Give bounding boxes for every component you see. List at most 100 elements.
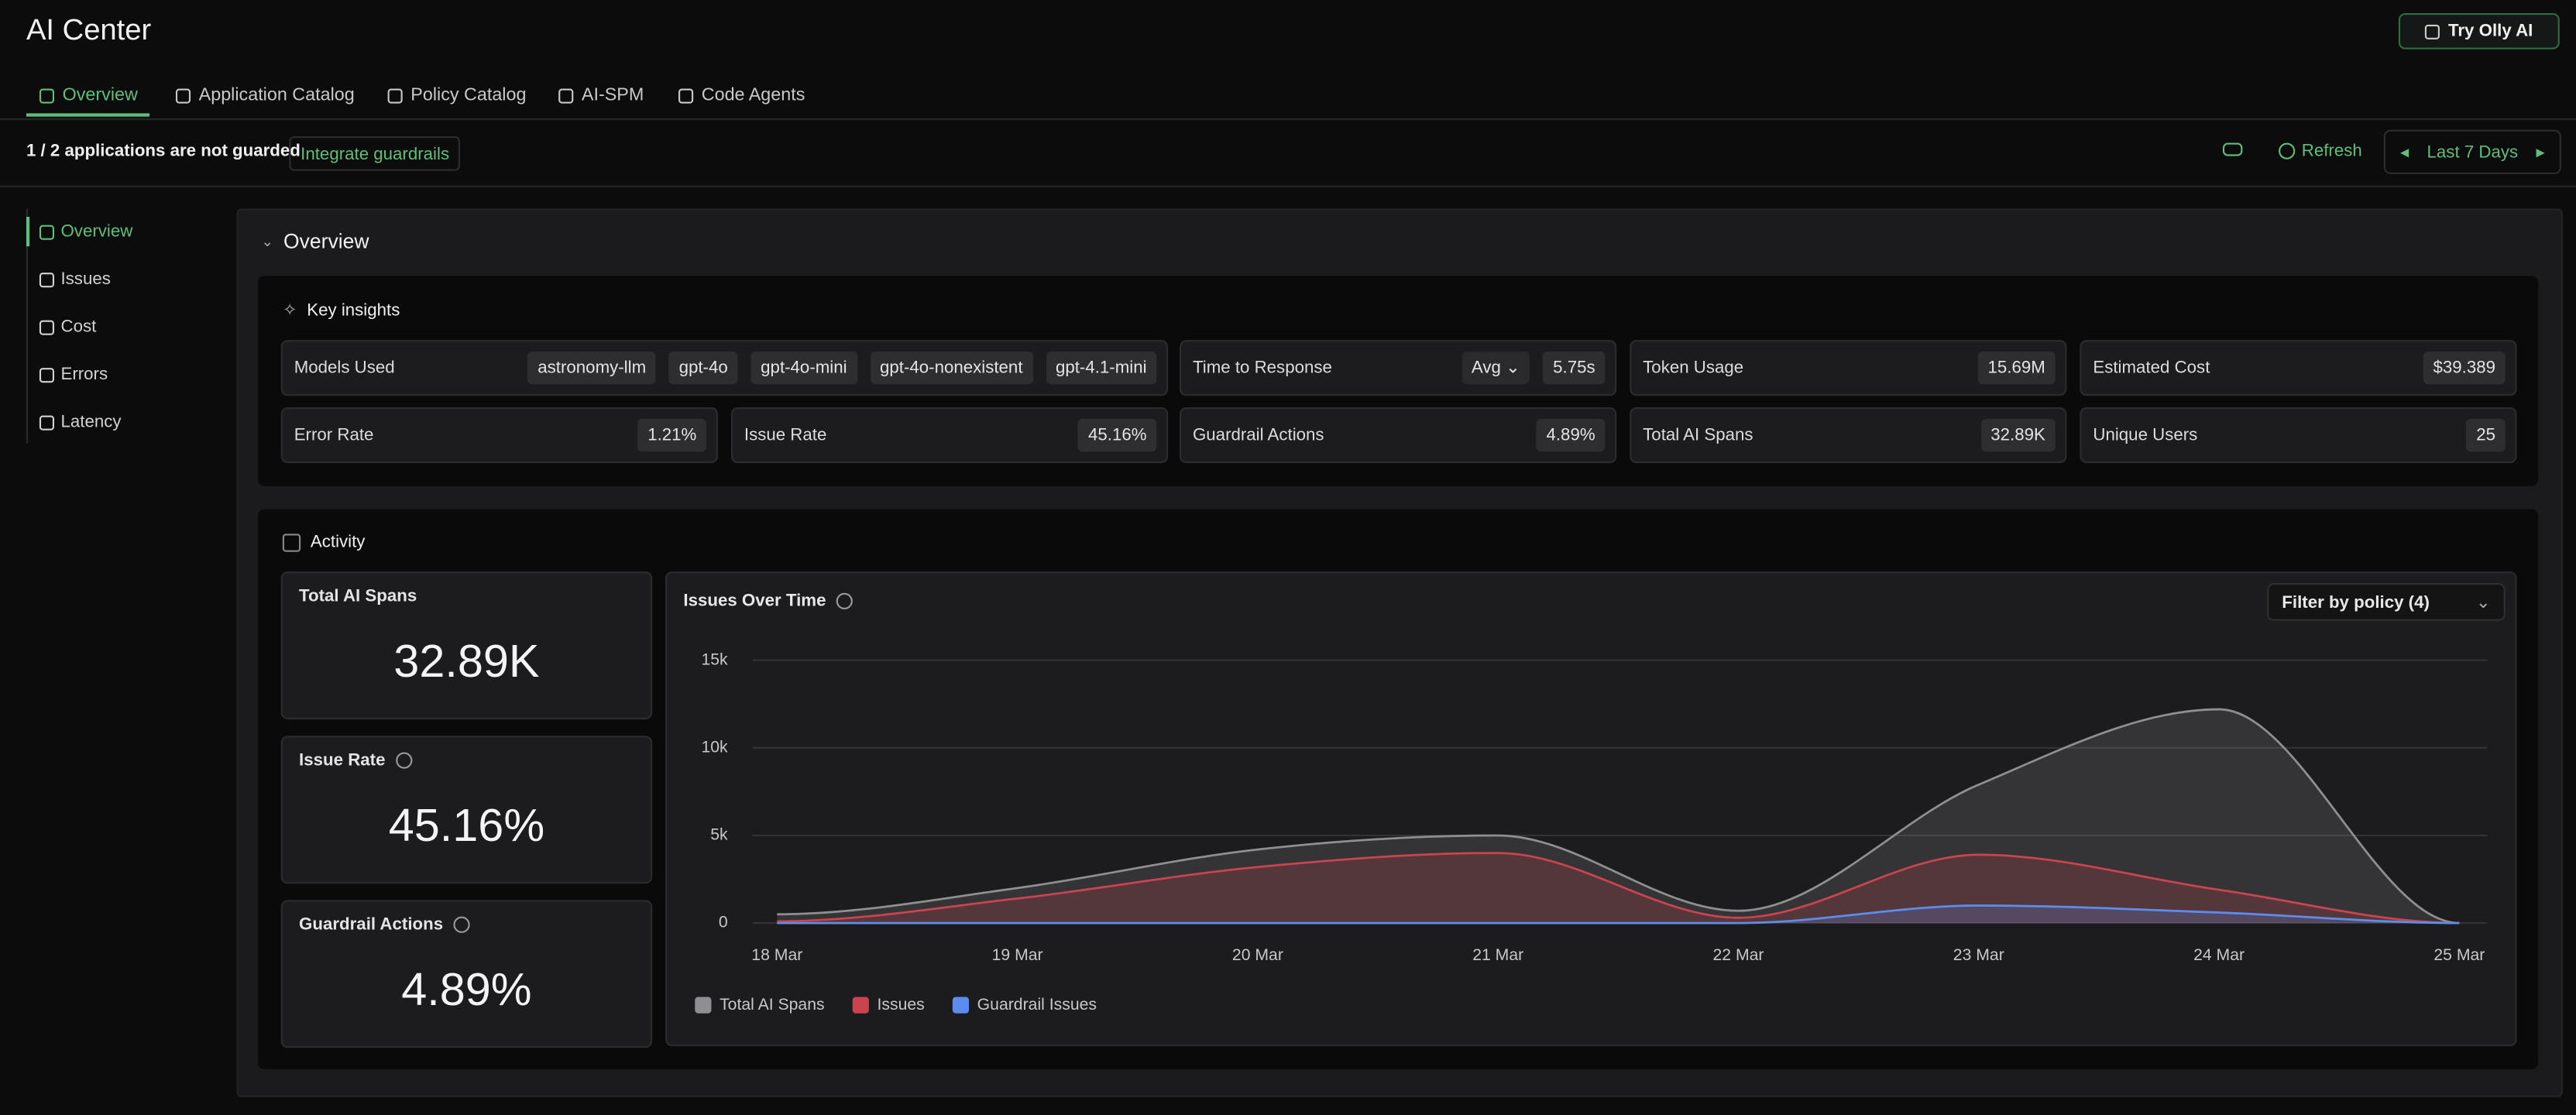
x-tick-label: 25 Mar	[2433, 946, 2485, 964]
sidebar-item[interactable]: Overview	[39, 221, 132, 241]
card-value: 15.69M	[1978, 352, 2056, 384]
sidebar-icon	[39, 320, 54, 334]
icon	[283, 533, 301, 551]
card-label: Error Rate	[294, 425, 625, 444]
time-range-picker[interactable]: ◂Last 7 Days▸	[2384, 130, 2561, 174]
stat-label: Issue Rate	[299, 750, 411, 770]
agg-label: Avg	[1472, 358, 1501, 377]
tab-icon	[388, 87, 403, 102]
next-arrow[interactable]: ▸	[2536, 142, 2544, 161]
sidebar-icon	[39, 272, 54, 286]
prev-arrow[interactable]: ◂	[2400, 142, 2409, 161]
chart-card: Issues Over Time Filter by policy (4)⌄ 0…	[665, 571, 2517, 1046]
card-label: Estimated Cost	[2093, 358, 2409, 377]
stat-title: Total AI Spans	[299, 586, 417, 606]
agg-select[interactable]: Avg ⌄	[1461, 352, 1530, 384]
metric-card: Issue Rate45.16%	[731, 407, 1168, 463]
overview-header[interactable]: ⌄Overview	[261, 230, 369, 253]
card-label: Total AI Spans	[1643, 425, 1967, 444]
chart: 05k10k15k18 Mar19 Mar20 Mar21 Mar22 Mar2…	[667, 573, 2515, 1045]
box-title: Key insights	[307, 300, 400, 320]
metric-card: Token Usage 15.69M	[1630, 340, 2066, 396]
x-tick-label: 23 Mar	[1953, 946, 2004, 964]
sidebar-label: Errors	[60, 365, 108, 384]
card-label: Guardrail Actions	[1193, 425, 1523, 444]
tab-icon	[39, 87, 54, 102]
tab[interactable]: Code Agents	[678, 82, 805, 108]
tab-icon	[176, 87, 191, 102]
y-tick-label: 5k	[710, 826, 728, 844]
x-tick-label: 21 Mar	[1472, 946, 1523, 964]
info-icon[interactable]	[453, 917, 469, 933]
stat-card: Issue Rate 45.16%	[281, 736, 652, 883]
sidebar-label: Cost	[60, 317, 96, 336]
model-pill: gpt-4o-mini	[750, 352, 857, 384]
tab[interactable]: Overview	[39, 82, 138, 108]
tab-icon	[558, 87, 573, 102]
legend-swatch	[953, 997, 969, 1014]
tab-label: Code Agents	[702, 85, 805, 105]
sidebar-icon	[39, 225, 54, 239]
legend-swatch	[853, 997, 869, 1014]
stat-value: 45.16%	[283, 800, 651, 853]
stat-label: Total AI Spans	[299, 586, 417, 606]
x-tick-label: 18 Mar	[751, 946, 802, 964]
card-value: 1.21%	[637, 419, 706, 451]
try-olly-button[interactable]: Try Olly AI	[2399, 13, 2560, 50]
sidebar-item[interactable]: Cost	[39, 317, 96, 336]
x-tick-label: 22 Mar	[1713, 946, 1764, 964]
sidebar-item[interactable]: Latency	[39, 412, 122, 431]
info-icon[interactable]	[395, 752, 411, 768]
x-tick-label: 20 Mar	[1232, 946, 1283, 964]
tab-label: Policy Catalog	[410, 85, 526, 105]
divider	[0, 186, 2576, 187]
legend-label: Guardrail Issues	[977, 996, 1097, 1014]
icon: ✧	[283, 300, 297, 320]
activity-title: Activity	[283, 532, 366, 551]
sidebar-label: Latency	[60, 412, 121, 431]
tab-underline	[26, 113, 149, 116]
tab[interactable]: Application Catalog	[176, 82, 355, 108]
stat-title: Issue Rate	[299, 750, 385, 770]
models-card: Models Usedastronomy-llmgpt-4ogpt-4o-min…	[281, 340, 1168, 396]
stat-card: Guardrail Actions4.89%	[281, 900, 652, 1048]
button-label: Refresh	[2302, 141, 2362, 160]
card-value: 25	[2467, 419, 2506, 451]
chevron: ⌄	[261, 232, 273, 250]
card-value: 5.75s	[1543, 352, 1605, 384]
model-pill: gpt-4o-nonexistent	[870, 352, 1032, 384]
integrate-button[interactable]: Integrate guardrails	[289, 136, 461, 171]
icon	[2425, 24, 2440, 39]
model-list: astronomy-llmgpt-4ogpt-4o-minigpt-4o-non…	[515, 352, 1157, 384]
tab-label: Overview	[63, 85, 138, 105]
tab-label: AI-SPM	[582, 85, 644, 105]
metric-card: Estimated Cost$39.389	[2080, 340, 2516, 396]
tab[interactable]: Policy Catalog	[388, 82, 527, 108]
sidebar-item[interactable]: Errors	[39, 365, 108, 384]
page-title: AI Center	[26, 13, 151, 48]
tab[interactable]: AI-SPM	[558, 82, 644, 108]
card-label: Unique Users	[2093, 425, 2453, 444]
y-tick-label: 0	[719, 914, 728, 931]
sidebar-active-bar	[26, 217, 29, 246]
x-tick-label: 19 Mar	[992, 946, 1043, 964]
x-tick-label: 24 Mar	[2193, 946, 2245, 964]
metric-card: Unique Users 25	[2080, 407, 2516, 463]
sidebar-icon	[39, 415, 54, 430]
divider	[0, 118, 2576, 120]
card-label: Token Usage	[1643, 358, 1965, 377]
model-pill: gpt-4.1-mini	[1046, 352, 1156, 384]
stat-card: Total AI Spans32.89K	[281, 571, 652, 719]
model-pill: astronomy-llm	[528, 352, 656, 384]
sidebar-label: Issues	[60, 269, 110, 289]
key-insights-title: ✧ Key insights	[283, 300, 400, 320]
legend-label: Issues	[878, 996, 925, 1014]
stat-title: Guardrail Actions	[299, 914, 443, 934]
button-label: Try Olly AI	[2448, 22, 2533, 41]
icon	[2279, 143, 2295, 160]
refresh-button[interactable]: Refresh	[2279, 141, 2362, 160]
sidebar-item[interactable]: Issues	[39, 269, 111, 289]
link-button[interactable]	[2223, 143, 2242, 156]
